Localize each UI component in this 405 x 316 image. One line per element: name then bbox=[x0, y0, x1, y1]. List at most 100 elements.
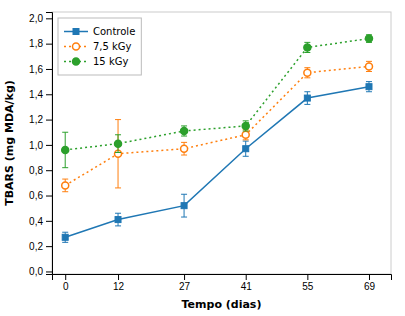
y-tick-mark bbox=[46, 69, 52, 70]
y-tick-mark bbox=[46, 145, 52, 146]
y-tick-mark bbox=[46, 94, 52, 95]
y-axis: 0,0 0,2 0,4 0,6 0,8 1,0 1,2 1,4 1,6 1,8 2,0 bbox=[29, 13, 52, 278]
y-tick: 0,6 bbox=[29, 190, 52, 201]
point bbox=[365, 63, 372, 70]
x-tick: 41 bbox=[241, 274, 253, 292]
y-tick: 1,4 bbox=[29, 89, 52, 100]
point bbox=[62, 146, 69, 153]
x-tick-label: 27 bbox=[179, 281, 191, 292]
y-tick: 0,0 bbox=[29, 266, 52, 277]
error-bar bbox=[115, 135, 121, 153]
legend-label: 7,5 kGy bbox=[93, 41, 132, 52]
x-axis-title: Tempo (dias) bbox=[182, 298, 262, 311]
point bbox=[115, 140, 122, 147]
plot-frame bbox=[52, 12, 391, 274]
x-tick: 55 bbox=[302, 274, 314, 292]
y-tick-label: 0,0 bbox=[29, 266, 43, 277]
legend-marker bbox=[73, 58, 80, 65]
y-tick-label: 1,6 bbox=[29, 64, 43, 75]
y-tick: 1,0 bbox=[29, 140, 52, 151]
series-line bbox=[65, 87, 369, 238]
y-tick-label: 1,2 bbox=[29, 114, 43, 125]
point bbox=[243, 146, 249, 152]
y-tick-mark bbox=[46, 170, 52, 171]
y-tick: 1,2 bbox=[29, 114, 52, 125]
error-bar bbox=[62, 179, 68, 192]
error-bar bbox=[62, 232, 68, 242]
x-tick-label: 12 bbox=[113, 281, 125, 292]
error-bar bbox=[115, 213, 121, 226]
series-line bbox=[65, 66, 369, 185]
legend-box bbox=[58, 18, 141, 75]
legend-marker bbox=[73, 43, 80, 50]
y-tick-label: 0,8 bbox=[29, 165, 43, 176]
x-tick-mark bbox=[307, 274, 308, 280]
error-bar bbox=[115, 120, 121, 188]
error-bar bbox=[304, 42, 310, 52]
point bbox=[304, 69, 311, 76]
legend-item: 7,5 kGy bbox=[64, 41, 132, 52]
y-tick: 0,4 bbox=[29, 216, 52, 227]
y-tick-label: 1,8 bbox=[29, 38, 43, 49]
y-tick: 1,6 bbox=[29, 64, 52, 75]
error-bar bbox=[366, 61, 372, 71]
point bbox=[304, 95, 310, 101]
error-bar bbox=[181, 194, 187, 217]
legend-label: Controle bbox=[93, 26, 135, 37]
x-tick-mark bbox=[246, 274, 247, 280]
y-tick: 0,8 bbox=[29, 165, 52, 176]
y-tick: 2,0 bbox=[29, 13, 52, 24]
point bbox=[62, 234, 68, 240]
point bbox=[242, 122, 249, 129]
x-axis: 0 12 27 41 55 69 bbox=[53, 274, 392, 292]
y-tick-label: 0,6 bbox=[29, 190, 43, 201]
error-bar bbox=[304, 92, 310, 105]
y-tick-mark bbox=[46, 221, 52, 222]
x-axis-line bbox=[53, 275, 392, 281]
y-tick: 0,2 bbox=[29, 241, 52, 252]
y-tick-label: 2,0 bbox=[29, 13, 43, 24]
y-tick-mark bbox=[46, 18, 52, 19]
x-tick-label: 0 bbox=[63, 281, 69, 292]
x-tick-label: 41 bbox=[241, 281, 253, 292]
point bbox=[365, 35, 372, 42]
y-tick-label: 1,0 bbox=[29, 140, 43, 151]
y-tick-mark bbox=[46, 44, 52, 45]
legend-item: 15 kGy bbox=[64, 56, 128, 67]
point bbox=[181, 127, 188, 134]
point bbox=[181, 145, 188, 152]
x-tick-mark bbox=[118, 274, 119, 280]
y-tick-mark bbox=[46, 120, 52, 121]
series-line bbox=[65, 39, 369, 150]
legend: Controle 7,5 kGy 15 kGy bbox=[58, 18, 141, 75]
y-tick-label: 0,2 bbox=[29, 241, 43, 252]
y-axis-title: TBARS (mg MDA/kg) bbox=[3, 80, 16, 206]
chart: 0 12 27 41 55 69 0,0 0,2 0,4 0,6 0,8 1,0 1,2 1,4 1,6 1,… bbox=[0, 0, 405, 316]
legend-marker bbox=[73, 29, 79, 35]
error-bar bbox=[181, 126, 187, 136]
y-tick-label: 0,4 bbox=[29, 216, 43, 227]
y-tick-label: 1,4 bbox=[29, 89, 43, 100]
y-tick-mark bbox=[46, 271, 52, 272]
point bbox=[304, 44, 311, 51]
x-tick: 27 bbox=[179, 274, 191, 292]
series bbox=[62, 61, 373, 191]
y-tick: 1,8 bbox=[29, 38, 52, 49]
series bbox=[62, 82, 372, 243]
point bbox=[242, 131, 249, 138]
x-tick: 69 bbox=[364, 274, 376, 292]
point bbox=[181, 203, 187, 209]
x-tick-mark bbox=[184, 274, 185, 280]
x-tick-mark bbox=[65, 274, 66, 280]
point bbox=[62, 182, 69, 189]
x-tick: 0 bbox=[63, 274, 69, 292]
point bbox=[366, 84, 372, 90]
error-bar bbox=[243, 121, 249, 131]
error-bar bbox=[181, 142, 187, 155]
x-tick-label: 55 bbox=[302, 281, 314, 292]
data-area bbox=[62, 35, 373, 243]
error-bar bbox=[62, 132, 68, 167]
x-tick: 12 bbox=[113, 274, 125, 292]
y-tick-mark bbox=[46, 246, 52, 247]
error-bar bbox=[243, 141, 249, 156]
